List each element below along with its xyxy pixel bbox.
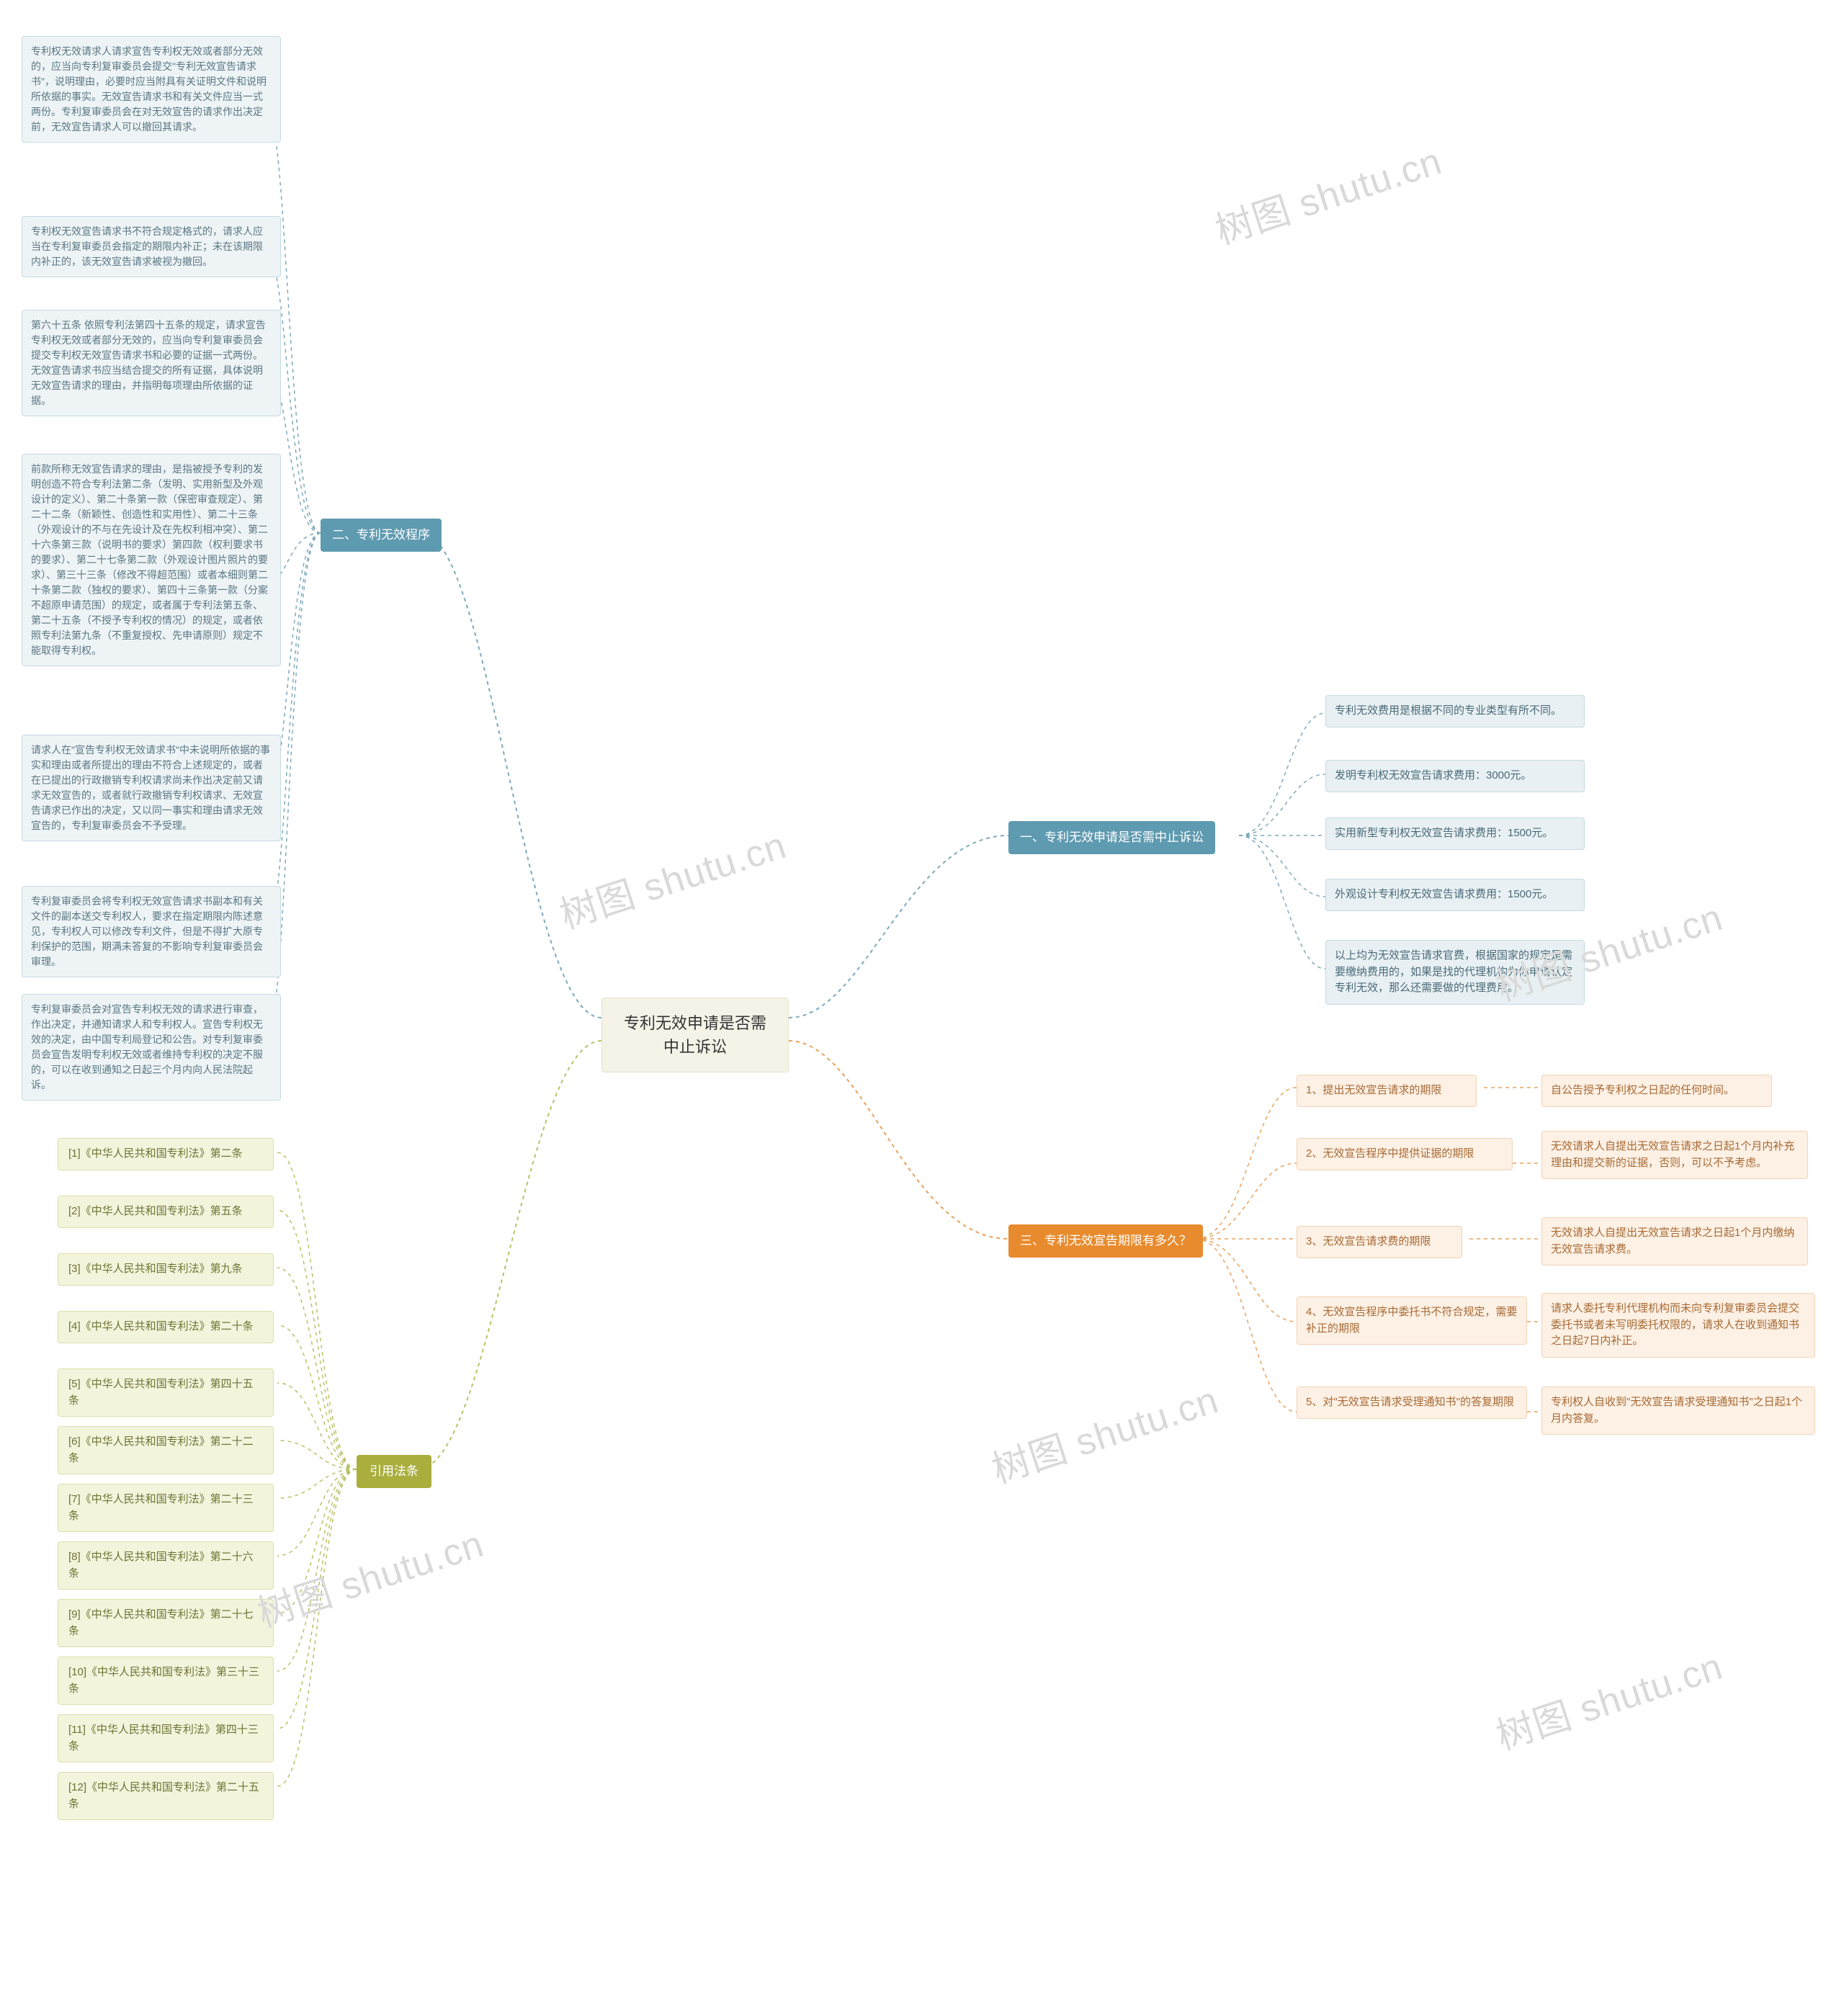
ref-item: [5]《中华人民共和国专利法》第四十五条	[58, 1368, 274, 1417]
branch3-sub: 无效请求人自提出无效宣告请求之日起1个月内补充理由和提交新的证据，否则，可以不予…	[1541, 1131, 1808, 1179]
ref-item: [11]《中华人民共和国专利法》第四十三条	[58, 1714, 274, 1762]
branch2-item: 前款所称无效宣告请求的理由，是指被授予专利的发明创造不符合专利法第二条（发明、实…	[22, 454, 281, 666]
branch2-item: 专利复审委员会对宣告专利权无效的请求进行审查，作出决定，并通知请求人和专利权人。…	[22, 994, 281, 1101]
branch1-item: 发明专利权无效宣告请求费用：3000元。	[1325, 760, 1585, 792]
branch2-item: 请求人在"宣告专利权无效请求书"中未说明所依据的事实和理由或者所提出的理由不符合…	[22, 735, 281, 841]
branch3-sub: 无效请求人自提出无效宣告请求之日起1个月内缴纳无效宣告请求费。	[1541, 1217, 1808, 1265]
watermark: 树图 shutu.cn	[552, 815, 792, 938]
branch2-item: 专利复审委员会将专利权无效宣告请求书副本和有关文件的副本送交专利权人，要求在指定…	[22, 886, 281, 977]
branch1-item: 以上均为无效宣告请求官费，根据国家的规定是需要缴纳费用的，如果是找的代理机构为你…	[1325, 940, 1585, 1005]
branch2-item: 第六十五条 依照专利法第四十五条的规定，请求宣告专利权无效或者部分无效的，应当向…	[22, 310, 281, 416]
branch2-header: 二、专利无效程序	[321, 519, 442, 552]
branch3-sub: 专利权人自收到"无效宣告请求受理通知书"之日起1个月内答复。	[1541, 1386, 1815, 1435]
ref-item: [12]《中华人民共和国专利法》第二十五条	[58, 1772, 274, 1820]
ref-item: [3]《中华人民共和国专利法》第九条	[58, 1253, 274, 1286]
ref-item: [6]《中华人民共和国专利法》第二十二条	[58, 1426, 274, 1474]
branch2-item: 专利权无效请求人请求宣告专利权无效或者部分无效的，应当向专利复审委员会提交"专利…	[22, 36, 281, 143]
branch2-item: 专利权无效宣告请求书不符合规定格式的，请求人应当在专利复审委员会指定的期限内补正…	[22, 216, 281, 277]
branch3-sub: 自公告授予专利权之日起的任何时间。	[1541, 1075, 1772, 1107]
branch3-main: 4、无效宣告程序中委托书不符合规定，需要补正的期限	[1297, 1296, 1527, 1345]
mindmap-canvas: 专利无效申请是否需中止诉讼 一、专利无效申请是否需中止诉讼 专利无效费用是根据不…	[0, 0, 1844, 2016]
watermark: 树图 shutu.cn	[1207, 130, 1447, 254]
branch1-item: 外观设计专利权无效宣告请求费用：1500元。	[1325, 879, 1585, 911]
center-topic: 专利无效申请是否需中止诉讼	[601, 998, 789, 1072]
refs-header: 引用法条	[357, 1455, 431, 1488]
ref-item: [4]《中华人民共和国专利法》第二十条	[58, 1311, 274, 1343]
branch3-main: 3、无效宣告请求费的期限	[1297, 1226, 1462, 1258]
ref-item: [1]《中华人民共和国专利法》第二条	[58, 1138, 274, 1170]
watermark: 树图 shutu.cn	[984, 1369, 1224, 1493]
branch1-header: 一、专利无效申请是否需中止诉讼	[1008, 821, 1215, 854]
branch3-main: 2、无效宣告程序中提供证据的期限	[1297, 1138, 1513, 1170]
ref-item: [2]《中华人民共和国专利法》第五条	[58, 1196, 274, 1228]
watermark: 树图 shutu.cn	[1488, 1636, 1728, 1760]
ref-item: [9]《中华人民共和国专利法》第二十七条	[58, 1599, 274, 1647]
branch3-sub: 请求人委托专利代理机构而未向专利复审委员会提交委托书或者未写明委托权限的，请求人…	[1541, 1293, 1815, 1358]
ref-item: [10]《中华人民共和国专利法》第三十三条	[58, 1657, 274, 1705]
branch3-main: 1、提出无效宣告请求的期限	[1297, 1075, 1477, 1107]
watermark: 树图 shutu.cn	[249, 1513, 489, 1637]
ref-item: [8]《中华人民共和国专利法》第二十六条	[58, 1541, 274, 1590]
branch3-main: 5、对"无效宣告请求受理通知书"的答复期限	[1297, 1386, 1527, 1419]
branch1-item: 专利无效费用是根据不同的专业类型有所不同。	[1325, 695, 1585, 727]
ref-item: [7]《中华人民共和国专利法》第二十三条	[58, 1484, 274, 1532]
branch3-header: 三、专利无效宣告期限有多久？	[1008, 1224, 1203, 1258]
branch1-item: 实用新型专利权无效宣告请求费用：1500元。	[1325, 817, 1585, 850]
